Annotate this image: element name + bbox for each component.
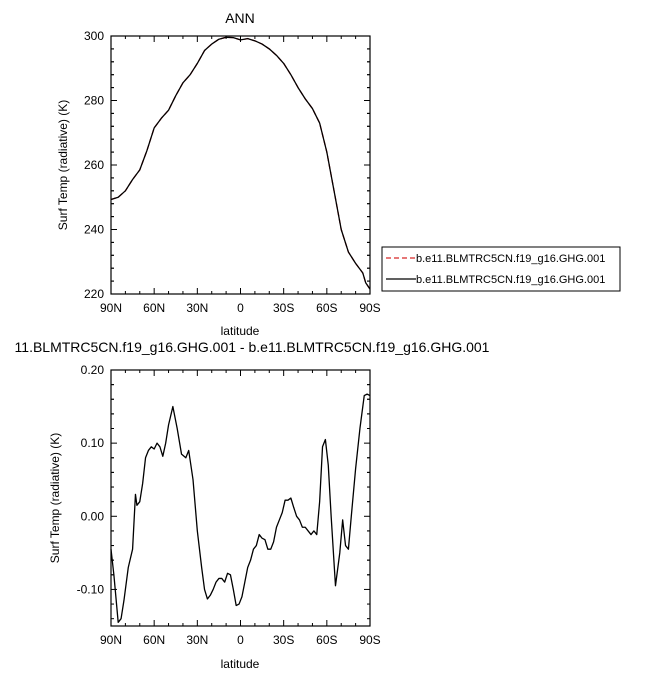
plot-lines xyxy=(110,393,371,623)
legend: b.e11.BLMTRC5CN.f19_g16.GHG.001 b.e11.BL… xyxy=(381,246,621,292)
axis-ticks: 90N 60N 30N 0 30S 60S 90S -0.10 0.00 0.10 0.20 xyxy=(77,363,381,647)
y-tick-label: 0.10 xyxy=(81,436,105,450)
x-tick-label: 30N xyxy=(186,301,208,315)
x-tick-label: 0 xyxy=(237,301,244,315)
x-tick-label: 90S xyxy=(359,633,380,647)
plot-frame xyxy=(110,35,371,295)
y-axis-title: Surf Temp (radiative) (K) xyxy=(48,433,62,563)
panel-title: 11.BLMTRC5CN.f19_g16.GHG.001 - b.e11.BLM… xyxy=(15,339,490,355)
series-line-1 xyxy=(110,36,371,290)
panel-title: ANN xyxy=(225,10,255,26)
plot-frame xyxy=(110,369,371,627)
y-tick-label: 300 xyxy=(84,29,104,43)
series-line-2 xyxy=(110,36,371,290)
y-tick-label: 280 xyxy=(84,94,104,108)
x-axis-title: latitude xyxy=(221,657,260,671)
series-line-1 xyxy=(110,393,371,623)
y-tick-label: 240 xyxy=(84,223,104,237)
x-tick-label: 90N xyxy=(100,301,122,315)
y-axis-title: Surf Temp (radiative) (K) xyxy=(56,100,70,230)
x-tick-label: 90S xyxy=(359,301,380,315)
y-tick-label: -0.10 xyxy=(77,582,105,596)
x-tick-label: 60N xyxy=(143,301,165,315)
x-tick-label: 30S xyxy=(273,301,294,315)
y-tick-label: 220 xyxy=(84,287,104,301)
axis-ticks: 90N 60N 30N 0 30S 60S 90S 220 240 260 280 300 xyxy=(84,29,381,315)
x-tick-label: 60S xyxy=(316,301,337,315)
plot-lines xyxy=(110,36,371,290)
y-tick-label: 0.20 xyxy=(81,363,105,377)
x-tick-label: 90N xyxy=(100,633,122,647)
temperature-panel: ANN 90N 60N 30N 0 30S 60S 90S 220 240 260 280 300 l… xyxy=(56,10,381,338)
x-tick-label: 30S xyxy=(273,633,294,647)
y-tick-label: 0.00 xyxy=(81,509,105,523)
x-tick-label: 60N xyxy=(143,633,165,647)
legend-label-2: b.e11.BLMTRC5CN.f19_g16.GHG.001 xyxy=(416,274,605,286)
x-tick-label: 30N xyxy=(186,633,208,647)
x-axis-title: latitude xyxy=(221,324,260,338)
legend-box xyxy=(381,246,621,292)
y-tick-label: 260 xyxy=(84,158,104,172)
x-tick-label: 0 xyxy=(237,633,244,647)
legend-label-1: b.e11.BLMTRC5CN.f19_g16.GHG.001 xyxy=(416,253,605,265)
difference-panel: 11.BLMTRC5CN.f19_g16.GHG.001 - b.e11.BLM… xyxy=(15,339,490,671)
x-tick-label: 60S xyxy=(316,633,337,647)
